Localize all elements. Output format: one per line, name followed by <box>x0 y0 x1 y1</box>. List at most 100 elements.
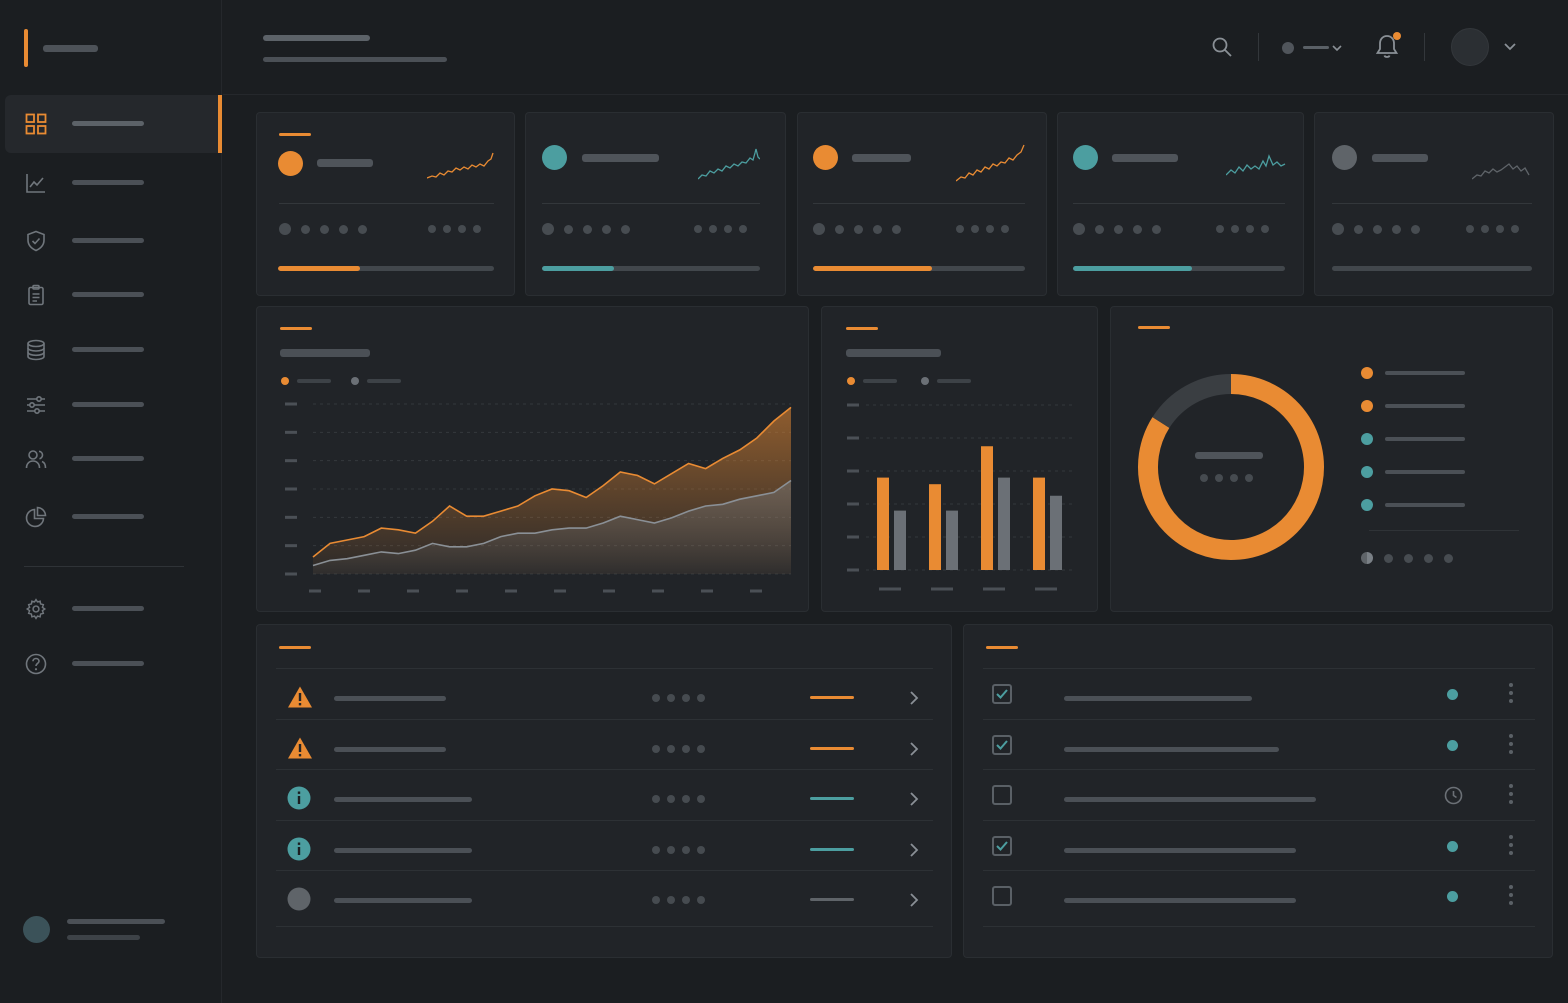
table-row[interactable] <box>276 819 933 870</box>
row-meta <box>652 795 712 803</box>
area-chart <box>285 402 792 593</box>
table-row[interactable] <box>983 769 1535 819</box>
status-dot <box>1282 42 1294 54</box>
sidebar-item-help[interactable] <box>5 635 222 693</box>
sidebar-item-settings[interactable] <box>5 580 222 638</box>
sidebar-item-analytics[interactable] <box>5 154 222 212</box>
legend-swatch <box>351 377 359 385</box>
card-divider <box>542 203 760 204</box>
avatar <box>23 916 50 943</box>
kebab-menu-icon[interactable] <box>1509 683 1513 707</box>
sparkline <box>1472 163 1530 180</box>
status-indicator <box>810 847 854 851</box>
table-row[interactable] <box>276 668 933 718</box>
bar <box>981 446 993 570</box>
sidebar-item-settings-filters[interactable] <box>5 376 222 434</box>
chevron-right-icon[interactable] <box>909 892 919 908</box>
page-title <box>263 35 370 41</box>
sidebar-item-dashboard[interactable] <box>5 95 222 153</box>
table-row[interactable] <box>983 819 1535 870</box>
task-checkbox[interactable] <box>992 684 1012 704</box>
bar <box>894 510 906 570</box>
page-dot[interactable] <box>1384 553 1393 563</box>
kpi-card[interactable] <box>525 112 786 296</box>
kpi-delta <box>1466 225 1526 233</box>
pie-slice <box>1138 374 1324 560</box>
chevron-right-icon[interactable] <box>909 791 919 807</box>
accent-line <box>1138 326 1170 329</box>
sidebar-item-users[interactable] <box>5 430 222 488</box>
bar <box>1033 477 1045 570</box>
status-dot <box>1447 689 1458 700</box>
legend-swatch <box>1361 433 1373 445</box>
clock-icon <box>1444 786 1463 805</box>
status-indicator <box>810 898 854 901</box>
kebab-menu-icon[interactable] <box>1509 784 1513 808</box>
chevron-down-icon[interactable] <box>1503 41 1517 53</box>
donut-center-value <box>1200 474 1260 482</box>
status-dot <box>1447 840 1458 852</box>
info-icon <box>287 786 311 815</box>
chevron-down-icon <box>1332 45 1342 52</box>
chevron-right-icon[interactable] <box>909 690 919 706</box>
task-checkbox[interactable] <box>992 886 1012 906</box>
legend-label <box>1385 437 1465 441</box>
page-dot[interactable] <box>1444 553 1453 563</box>
task-checkbox[interactable] <box>992 835 1012 856</box>
kebab-menu-icon[interactable] <box>1509 834 1513 859</box>
kpi-label <box>852 154 911 162</box>
row-meta <box>652 694 712 702</box>
sidebar-item-security[interactable] <box>5 212 222 270</box>
page-dot[interactable] <box>1424 553 1433 563</box>
series-area <box>313 480 791 574</box>
chart-legend <box>281 377 401 385</box>
legend-label <box>1385 503 1465 507</box>
pagination-dots[interactable] <box>1361 552 1463 564</box>
user-profile[interactable] <box>23 916 165 943</box>
table-row[interactable] <box>276 718 933 769</box>
kebab-menu-icon[interactable] <box>1509 733 1513 758</box>
task-checkbox[interactable] <box>992 785 1012 805</box>
status-dot <box>1447 739 1458 751</box>
kebab-menu-icon[interactable] <box>1509 885 1513 909</box>
card-divider <box>279 203 494 204</box>
chevron-right-icon[interactable] <box>909 842 919 858</box>
task-checkbox[interactable] <box>992 734 1012 755</box>
legend-swatch <box>1361 400 1373 412</box>
sidebar-item-label <box>72 606 144 611</box>
bell-icon[interactable] <box>1375 33 1399 60</box>
table-row[interactable] <box>983 718 1535 769</box>
shield-check-icon <box>27 230 45 252</box>
kpi-card[interactable] <box>1314 112 1554 296</box>
sidebar-item-insights[interactable] <box>5 488 222 546</box>
table-row[interactable] <box>983 870 1535 920</box>
table-row[interactable] <box>276 870 933 920</box>
help-circle-icon <box>25 653 47 675</box>
page-dot-active[interactable] <box>1361 552 1373 564</box>
status-dot <box>1447 891 1458 902</box>
legend-label <box>863 379 897 383</box>
kpi-progress-bar <box>278 266 494 271</box>
sparkline <box>956 144 1025 182</box>
kpi-card[interactable] <box>797 112 1047 296</box>
sidebar-item-label <box>72 456 144 461</box>
app-logo[interactable] <box>24 29 98 67</box>
table-row[interactable] <box>276 769 933 819</box>
kpi-card[interactable] <box>1057 112 1304 296</box>
kpi-card[interactable] <box>256 112 515 296</box>
bar-chart <box>847 403 1074 591</box>
sidebar-item-reports[interactable] <box>5 266 222 324</box>
page-dot[interactable] <box>1404 553 1413 563</box>
legend-label <box>937 379 971 383</box>
chevron-right-icon[interactable] <box>909 741 919 757</box>
kpi-label <box>1112 154 1178 162</box>
legend-label <box>297 379 331 383</box>
search-icon[interactable] <box>1211 36 1233 58</box>
sidebar-item-label <box>72 238 144 243</box>
status-dropdown[interactable] <box>1282 40 1342 56</box>
sidebar-item-database[interactable] <box>5 321 222 379</box>
avatar[interactable] <box>1451 28 1489 66</box>
alerts-panel <box>256 624 952 958</box>
bar <box>946 510 958 570</box>
table-row[interactable] <box>983 668 1535 718</box>
